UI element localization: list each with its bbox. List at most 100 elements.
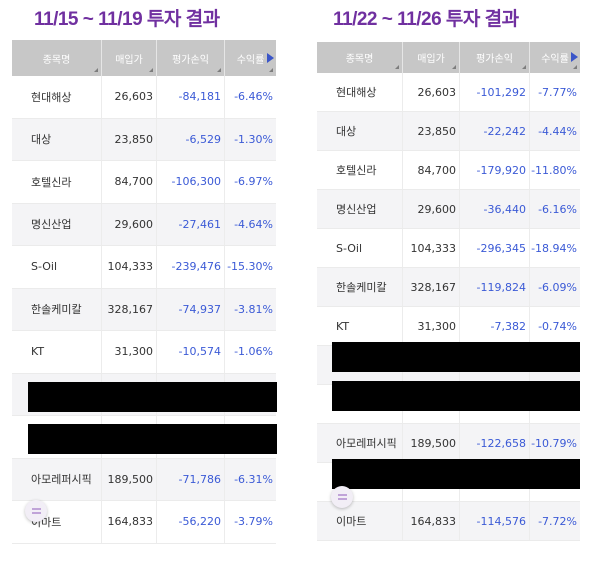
menu-icon [337, 494, 347, 500]
floating-menu-button[interactable] [25, 500, 47, 522]
floating-menu-button[interactable] [331, 486, 353, 508]
col-price-header[interactable]: 매입가 [101, 40, 156, 76]
table-row[interactable]: KT 31,300 -10,574 -1.06% [12, 331, 276, 374]
stock-name: 대상 [336, 125, 357, 138]
return-rate: -6.16% [529, 190, 580, 228]
buy-price: 31,300 [402, 307, 459, 345]
col-rate-header[interactable]: 수익률 [529, 42, 580, 73]
eval-pnl: -10,574 [156, 331, 224, 373]
eval-pnl: -101,292 [459, 73, 529, 111]
redaction-bar [332, 459, 580, 489]
return-rate: -1.30% [224, 118, 276, 160]
table-row[interactable]: 명신산업 29,600 -36,440 -6.16% [317, 190, 580, 229]
buy-price: 104,333 [101, 246, 156, 288]
return-rate: -6.46% [224, 76, 276, 118]
return-rate: -7.72% [529, 502, 580, 540]
buy-price: 84,700 [402, 151, 459, 189]
buy-price: 189,500 [402, 424, 459, 462]
buy-price: 164,833 [101, 501, 156, 543]
return-rate: -6.09% [529, 268, 580, 306]
buy-price: 23,850 [402, 112, 459, 150]
buy-price: 23,850 [101, 118, 156, 160]
stock-name: 현대해상 [336, 86, 377, 99]
return-rate: -3.79% [224, 501, 276, 543]
table-row[interactable]: S-Oil 104,333 -239,476 -15.30% [12, 246, 276, 289]
stock-name: 아모레퍼시픽 [336, 437, 397, 450]
return-rate: -6.97% [224, 161, 276, 203]
redaction-bar [332, 342, 580, 372]
eval-pnl: -71,786 [156, 458, 224, 500]
col-name-header[interactable]: 종목명 [317, 42, 402, 73]
stock-name: 한솔케미칼 [31, 303, 82, 317]
table-row[interactable]: 명신산업 29,600 -27,461 -4.64% [12, 203, 276, 246]
eval-pnl: -114,576 [459, 502, 529, 540]
return-rate: -1.06% [224, 331, 276, 373]
table-row[interactable]: 대상 23,850 -22,242 -4.44% [317, 112, 580, 151]
redaction-bar [28, 382, 277, 412]
stock-name: KT [336, 319, 350, 333]
table-row[interactable]: 한솔케미칼 328,167 -119,824 -6.09% [317, 268, 580, 307]
eval-pnl: -22,242 [459, 112, 529, 150]
stock-name: 호텔신라 [31, 175, 72, 189]
eval-pnl: -74,937 [156, 288, 224, 330]
table-header: 종목명 매입가 평가손익 수익률 [12, 40, 276, 76]
stock-name: 아모레퍼시픽 [31, 473, 92, 487]
table-row[interactable]: 호텔신라 84,700 -106,300 -6.97% [12, 161, 276, 204]
col-price-header[interactable]: 매입가 [402, 42, 459, 73]
return-rate: -7.77% [529, 73, 580, 111]
table-row[interactable]: 아모레퍼시픽 189,500 -71,786 -6.31% [12, 458, 276, 501]
eval-pnl: -122,658 [459, 424, 529, 462]
buy-price: 164,833 [402, 502, 459, 540]
stock-name: 명신산업 [336, 203, 377, 216]
buy-price: 31,300 [101, 331, 156, 373]
stock-name: 현대해상 [31, 90, 72, 104]
return-rate: -10.79% [529, 424, 580, 462]
eval-pnl: -296,345 [459, 229, 529, 267]
left-portfolio-table: 종목명 매입가 평가손익 수익률 현대해상 26,603 -84,181 -6.46%… [12, 40, 276, 544]
left-title: 11/15 ~ 11/19 투자 결과 [34, 9, 220, 30]
table-row[interactable]: 아모레퍼시픽 189,500 -122,658 -10.79% [317, 424, 580, 463]
stock-name: 한솔케미칼 [336, 281, 387, 294]
eval-pnl: -119,824 [459, 268, 529, 306]
table-row[interactable]: 현대해상 26,603 -84,181 -6.46% [12, 76, 276, 119]
return-rate: -11.80% [529, 151, 580, 189]
buy-price: 29,600 [101, 203, 156, 245]
eval-pnl: -106,300 [156, 161, 224, 203]
buy-price: 26,603 [101, 76, 156, 118]
buy-price: 189,500 [101, 458, 156, 500]
table-row[interactable]: KT 31,300 -7,382 -0.74% [317, 307, 580, 346]
return-rate: -4.64% [224, 203, 276, 245]
table-row[interactable]: 대상 23,850 -6,529 -1.30% [12, 118, 276, 161]
stock-name: S-Oil [336, 241, 363, 255]
eval-pnl: -56,220 [156, 501, 224, 543]
buy-price: 104,333 [402, 229, 459, 267]
buy-price: 84,700 [101, 161, 156, 203]
return-rate: -18.94% [529, 229, 580, 267]
table-row[interactable]: 호텔신라 84,700 -179,920 -11.80% [317, 151, 580, 190]
eval-pnl: -239,476 [156, 246, 224, 288]
table-header: 종목명 매입가 평가손익 수익률 [317, 42, 580, 73]
col-rate-header[interactable]: 수익률 [224, 40, 276, 76]
eval-pnl: -7,382 [459, 307, 529, 345]
buy-price: 26,603 [402, 73, 459, 111]
col-name-header[interactable]: 종목명 [12, 40, 101, 76]
scroll-right-icon[interactable] [267, 53, 274, 63]
table-row[interactable]: 이마트 164,833 -114,576 -7.72% [317, 502, 580, 541]
stock-name: S-Oil [31, 260, 58, 274]
buy-price: 328,167 [402, 268, 459, 306]
table-row[interactable]: S-Oil 104,333 -296,345 -18.94% [317, 229, 580, 268]
return-rate: -0.74% [529, 307, 580, 345]
eval-pnl: -179,920 [459, 151, 529, 189]
table-row[interactable]: 한솔케미칼 328,167 -74,937 -3.81% [12, 288, 276, 331]
table-row[interactable]: 현대해상 26,603 -101,292 -7.77% [317, 73, 580, 112]
eval-pnl: -36,440 [459, 190, 529, 228]
table-row[interactable]: 이마트 164,833 -56,220 -3.79% [12, 501, 276, 544]
scroll-right-icon[interactable] [571, 52, 578, 62]
eval-pnl: -6,529 [156, 118, 224, 160]
eval-pnl: -27,461 [156, 203, 224, 245]
col-pnl-header[interactable]: 평가손익 [459, 42, 529, 73]
eval-pnl: -84,181 [156, 76, 224, 118]
stock-name: 대상 [31, 133, 52, 147]
stock-name: 호텔신라 [336, 164, 377, 177]
col-pnl-header[interactable]: 평가손익 [156, 40, 224, 76]
